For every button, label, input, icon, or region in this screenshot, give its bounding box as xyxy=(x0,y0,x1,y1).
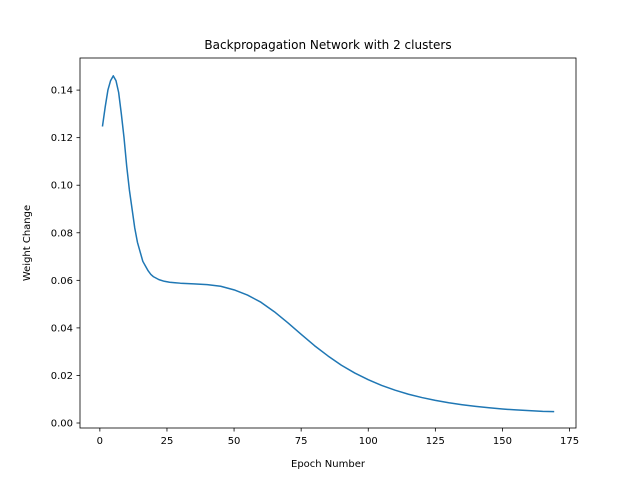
x-tick-label: 75 xyxy=(295,436,308,447)
y-tick-label: 0.04 xyxy=(51,323,73,334)
x-tick-label: 100 xyxy=(359,436,378,447)
x-tick-label: 175 xyxy=(560,436,579,447)
x-tick-label: 25 xyxy=(161,436,174,447)
y-tick-label: 0.06 xyxy=(51,276,73,287)
y-axis-title: Weight Change xyxy=(22,205,33,281)
x-tick-label: 125 xyxy=(426,436,445,447)
y-tick-label: 0.02 xyxy=(51,371,73,382)
chart-title: Backpropagation Network with 2 clusters xyxy=(204,38,451,52)
plot-frame xyxy=(79,57,577,429)
y-tick-label: 0.00 xyxy=(51,419,73,430)
y-axis-ticks: 0.00 0.02 0.04 0.06 0.08 0.10 0.12 0.14 xyxy=(51,86,80,430)
x-tick-label: 50 xyxy=(228,436,241,447)
y-tick-label: 0.10 xyxy=(51,181,73,192)
y-tick-label: 0.14 xyxy=(51,86,73,97)
series-line-weight-change xyxy=(101,75,555,413)
plot-area xyxy=(80,58,576,428)
x-axis-ticks: 0 25 50 75 100 125 150 175 xyxy=(97,428,579,447)
y-tick-label: 0.08 xyxy=(51,228,73,239)
y-tick-label: 0.12 xyxy=(51,133,73,144)
x-tick-label: 150 xyxy=(493,436,512,447)
x-tick-label: 0 xyxy=(97,436,103,447)
x-axis-title: Epoch Number xyxy=(291,459,366,470)
